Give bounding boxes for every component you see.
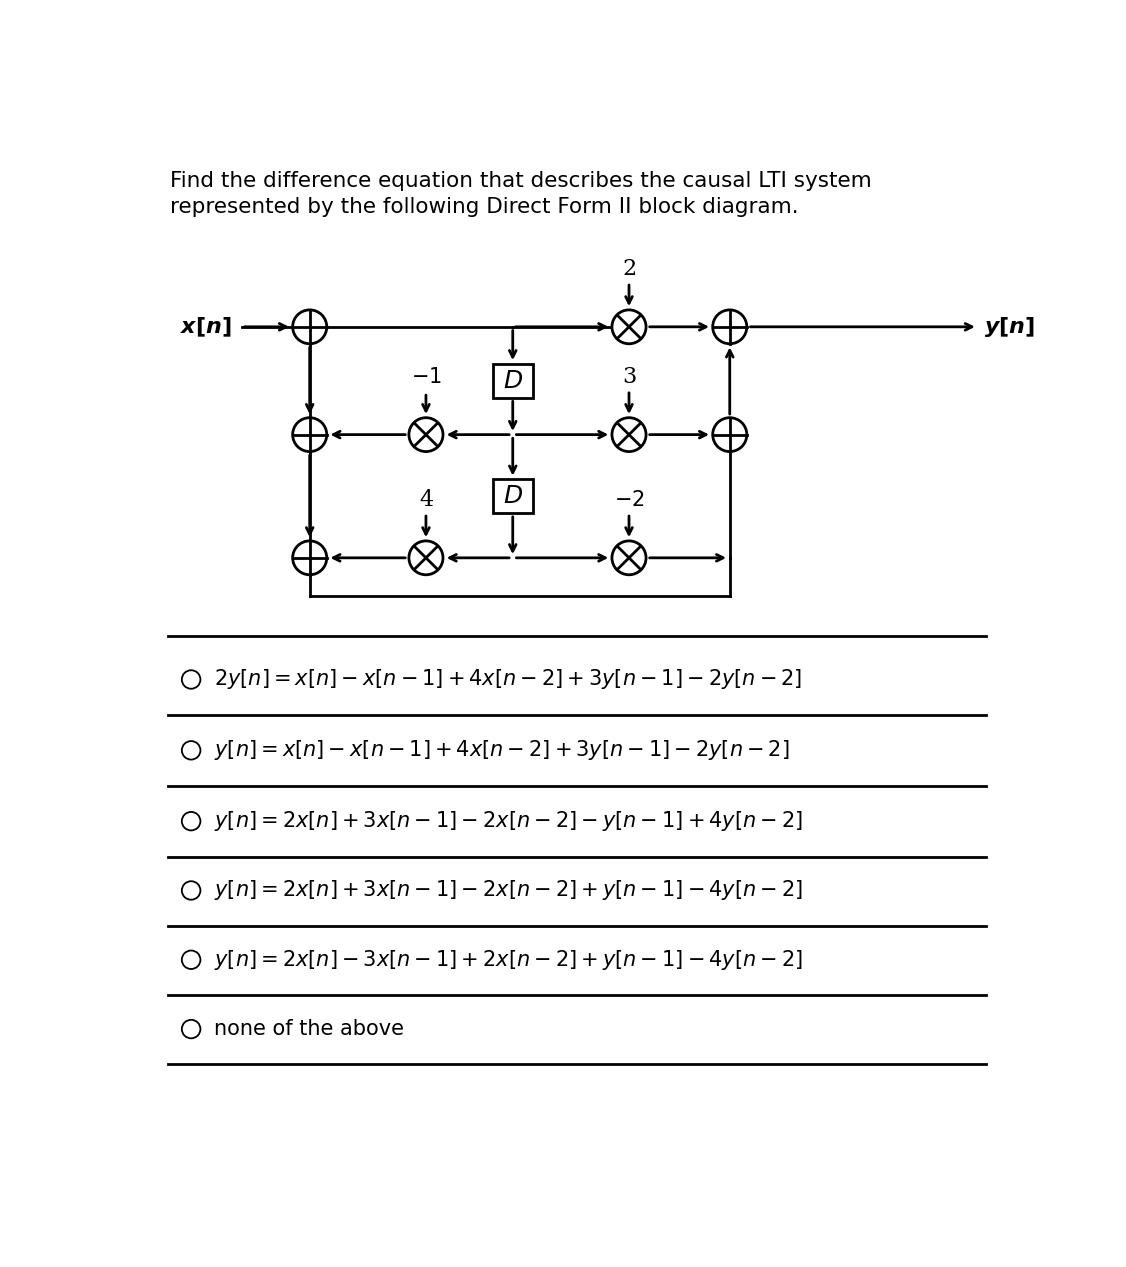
Circle shape <box>181 1020 200 1039</box>
Circle shape <box>611 418 646 451</box>
Circle shape <box>293 541 327 575</box>
Circle shape <box>181 670 200 689</box>
Circle shape <box>181 741 200 760</box>
Text: $D$: $D$ <box>502 484 522 508</box>
Circle shape <box>611 541 646 575</box>
Text: 4: 4 <box>419 489 434 511</box>
Circle shape <box>181 812 200 830</box>
Circle shape <box>293 310 327 343</box>
Text: $-2$: $-2$ <box>614 490 644 511</box>
Circle shape <box>611 310 646 343</box>
Circle shape <box>293 418 327 451</box>
Text: $D$: $D$ <box>502 369 522 393</box>
Circle shape <box>409 418 443 451</box>
Circle shape <box>181 950 200 969</box>
Circle shape <box>409 541 443 575</box>
Text: 2: 2 <box>622 258 636 280</box>
Text: $-1$: $-1$ <box>411 367 441 386</box>
Circle shape <box>181 882 200 900</box>
Text: 3: 3 <box>622 366 636 388</box>
Text: $y[n] = 2x[n] - 3x[n-1] + 2x[n-2] + y[n-1] - 4y[n-2]$: $y[n] = 2x[n] - 3x[n-1] + 2x[n-2] + y[n-… <box>214 948 803 972</box>
Bar <box>492 364 533 398</box>
Text: $y[n] = 2x[n] + 3x[n-1] - 2x[n-2] + y[n-1] - 4y[n-2]$: $y[n] = 2x[n] + 3x[n-1] - 2x[n-2] + y[n-… <box>214 878 803 902</box>
Text: none of the above: none of the above <box>214 1019 404 1039</box>
Circle shape <box>713 418 747 451</box>
Text: $2y[n] = x[n] - x[n-1] + 4x[n-2] + 3y[n-1] - 2y[n-2]$: $2y[n] = x[n] - x[n-1] + 4x[n-2] + 3y[n-… <box>214 668 803 692</box>
Text: Find the difference equation that describes the causal LTI system: Find the difference equation that descri… <box>170 171 872 190</box>
Text: $\boldsymbol{x[n]}$: $\boldsymbol{x[n]}$ <box>179 315 231 338</box>
Text: $y[n] = 2x[n] + 3x[n-1] - 2x[n-2] - y[n-1] + 4y[n-2]$: $y[n] = 2x[n] + 3x[n-1] - 2x[n-2] - y[n-… <box>214 810 803 834</box>
Text: represented by the following Direct Form II block diagram.: represented by the following Direct Form… <box>170 196 798 217</box>
Text: $\boldsymbol{y[n]}$: $\boldsymbol{y[n]}$ <box>984 314 1035 338</box>
Circle shape <box>713 310 747 343</box>
Text: $y[n] = x[n] - x[n-1] + 4x[n-2] + 3y[n-1] - 2y[n-2]$: $y[n] = x[n] - x[n-1] + 4x[n-2] + 3y[n-1… <box>214 739 790 763</box>
Bar <box>492 479 533 513</box>
